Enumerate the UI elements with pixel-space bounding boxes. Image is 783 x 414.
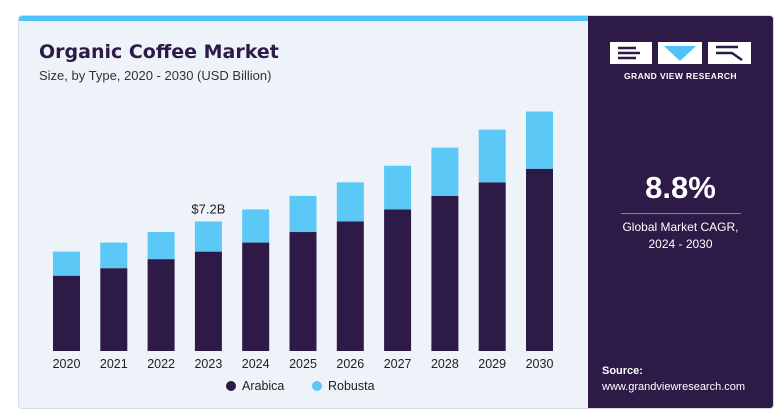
x-tick-label-2020: 2020 <box>53 357 81 371</box>
bar-arabica-2025 <box>289 232 317 351</box>
x-tick-label-2023: 2023 <box>194 357 222 371</box>
bar-robusta-2024 <box>242 209 270 243</box>
bar-arabica-2029 <box>478 182 506 351</box>
legend-marker-arabica <box>226 381 236 391</box>
legend-label-arabica: Arabica <box>242 379 284 393</box>
chart-title: Organic Coffee Market <box>39 41 279 63</box>
bar-robusta-2030 <box>526 111 553 169</box>
bar-arabica-2023 <box>194 251 222 351</box>
x-tick-label-2025: 2025 <box>289 357 317 371</box>
bar-arabica-2028 <box>431 195 459 351</box>
bar-robusta-2023 <box>194 221 222 252</box>
bar-arabica-2024 <box>242 242 270 351</box>
data-label-2023: $7.2B <box>191 201 225 216</box>
cagr-period: 2024 - 2030 <box>648 237 713 251</box>
x-tick-label-2029: 2029 <box>478 357 506 371</box>
bar-arabica-2027 <box>384 209 412 351</box>
bar-arabica-2030 <box>526 168 553 351</box>
x-tick-label-2022: 2022 <box>147 357 175 371</box>
x-tick-label-2021: 2021 <box>100 357 128 371</box>
bar-robusta-2022 <box>147 232 175 260</box>
cagr-value: 8.8% <box>645 170 716 205</box>
cagr-label: Global Market CAGR, <box>622 220 739 234</box>
bar-robusta-2026 <box>336 182 364 222</box>
cagr-divider <box>621 213 741 214</box>
source-link[interactable]: www.grandviewresearch.com <box>602 381 746 393</box>
x-tick-label-2030: 2030 <box>526 357 554 371</box>
bar-robusta-2028 <box>431 147 459 196</box>
x-tick-label-2027: 2027 <box>384 357 412 371</box>
bar-robusta-2021 <box>100 242 128 269</box>
bar-robusta-2020 <box>53 251 80 276</box>
bar-arabica-2022 <box>147 259 175 351</box>
x-tick-label-2028: 2028 <box>431 357 459 371</box>
bar-arabica-2020 <box>53 275 80 351</box>
grand-view-research-logo <box>610 42 751 64</box>
legend-label-robusta: Robusta <box>328 379 375 393</box>
x-tick-label-2026: 2026 <box>336 357 364 371</box>
bar-robusta-2025 <box>289 195 317 233</box>
legend-marker-robusta <box>312 381 322 391</box>
brand-name: GRAND VIEW RESEARCH <box>624 71 737 81</box>
summary-panel: GRAND VIEW RESEARCH 8.8% Global Market C… <box>588 16 773 408</box>
bar-robusta-2027 <box>384 165 412 210</box>
bar-arabica-2026 <box>336 221 364 351</box>
bar-arabica-2021 <box>100 268 128 351</box>
bar-robusta-2029 <box>478 129 506 183</box>
source-label: Source: <box>602 365 643 377</box>
chart-subtitle: Size, by Type, 2020 - 2030 (USD Billion) <box>39 68 272 83</box>
x-tick-label-2024: 2024 <box>242 357 270 371</box>
chart-plot: 2020 2021 2022 2023 2024 2025 2026 2027 2028 2029… <box>53 111 554 393</box>
chart-card: Organic Coffee Market Size, by Type, 202… <box>18 15 774 409</box>
chart-panel: Organic Coffee Market Size, by Type, 202… <box>19 16 588 408</box>
